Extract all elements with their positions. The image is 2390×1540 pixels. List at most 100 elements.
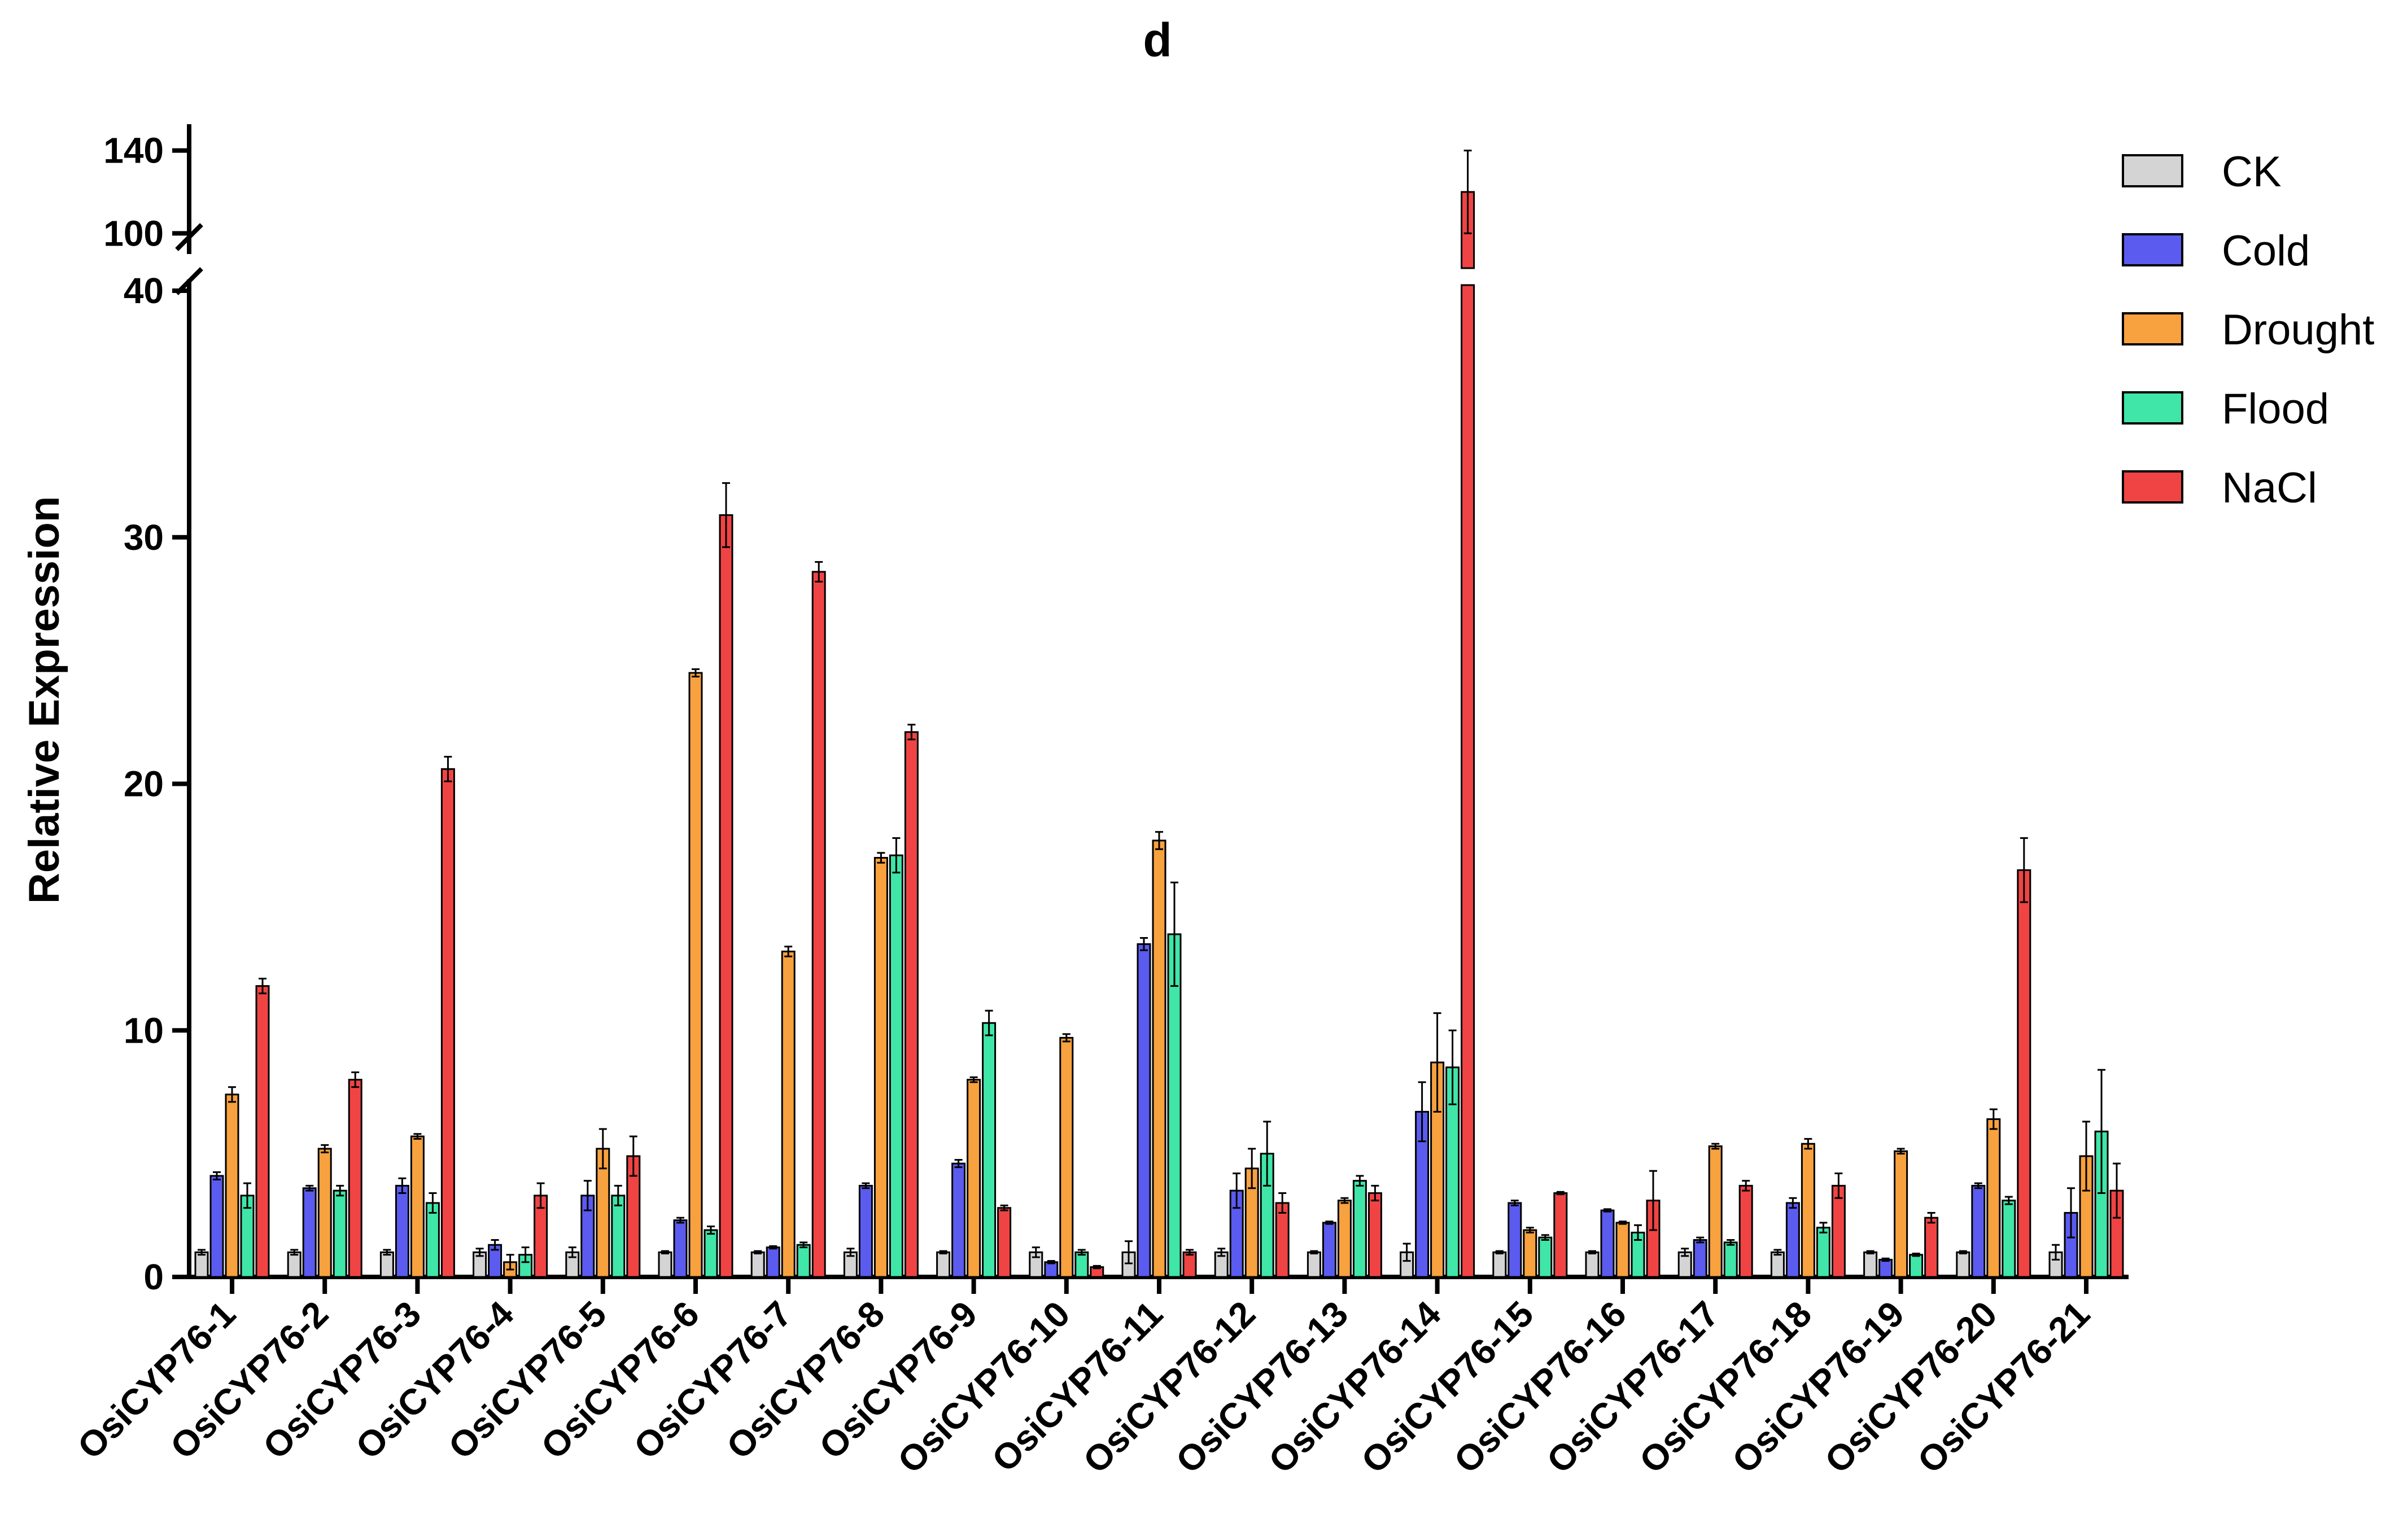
bar (904, 731, 919, 1278)
bar (719, 514, 733, 1278)
bar (704, 1229, 718, 1278)
bar (194, 1251, 209, 1278)
bar (1074, 1251, 1089, 1278)
bar (781, 950, 796, 1278)
legend-label: NaCl (2222, 464, 2317, 512)
bar (1831, 1184, 1846, 1278)
bar (1738, 1184, 1753, 1278)
bar (2002, 1200, 2016, 1278)
chart-title: d (1143, 14, 1172, 67)
bar (1152, 839, 1166, 1278)
bar (1352, 1180, 1367, 1278)
legend-swatch (2122, 312, 2183, 345)
y-tick-label: 0 (143, 1257, 164, 1297)
bar (1863, 1251, 1878, 1278)
bar (936, 1251, 951, 1278)
bar (967, 1079, 981, 1278)
axis-break-mark-upper (175, 223, 203, 251)
axes: 0 10 20 30 40 100 140 (103, 124, 2129, 1297)
x-axis-categories: OsiCYP76-1OsiCYP76-2OsiCYP76-3OsiCYP76-4… (69, 1293, 2097, 1481)
bar (1044, 1261, 1059, 1278)
bar (1322, 1222, 1336, 1278)
y-tick-label: 100 (103, 213, 164, 253)
bar (1924, 1217, 1939, 1278)
bar (255, 985, 270, 1278)
bar (1137, 943, 1151, 1278)
bar (379, 1251, 394, 1278)
bar (1956, 1251, 1970, 1278)
bar (1770, 1251, 1785, 1278)
legend: CK Cold Drought Flood NaCl (2122, 148, 2374, 512)
y-tick-label: 30 (124, 517, 164, 558)
legend-label: Cold (2222, 227, 2310, 275)
bar (209, 1175, 224, 1278)
bar (1878, 1258, 1893, 1278)
bar (440, 768, 455, 1278)
bar (796, 1244, 811, 1278)
bar (1708, 1145, 1723, 1278)
legend-swatch (2122, 391, 2183, 425)
bar (982, 1022, 997, 1278)
bar (2017, 869, 2031, 1278)
bar (1816, 1227, 1830, 1278)
bar (333, 1189, 347, 1278)
bar (951, 1162, 966, 1278)
bar (348, 1079, 362, 1278)
legend-swatch (2122, 470, 2183, 504)
y-tick-label: 40 (124, 270, 164, 311)
legend-label: Flood (2222, 385, 2329, 433)
bar (395, 1184, 409, 1278)
bar (287, 1251, 302, 1278)
bar (1538, 1236, 1553, 1278)
bar (1523, 1229, 1537, 1278)
bars (194, 150, 2124, 1278)
legend-swatch (2122, 233, 2183, 266)
bar (1307, 1251, 1321, 1278)
y-tick-label: 10 (124, 1010, 164, 1051)
bar (425, 1202, 440, 1278)
bar (811, 571, 826, 1278)
bar (1182, 1251, 1197, 1278)
bar (317, 1148, 332, 1278)
bar (1508, 1202, 1522, 1278)
bar (1600, 1209, 1615, 1278)
x-tick-label: OsiCYP76-1 (69, 1293, 243, 1467)
bar (766, 1246, 780, 1278)
bar (410, 1135, 425, 1278)
legend-swatch (2122, 154, 2183, 187)
bar (673, 1219, 688, 1278)
y-tick-label: 20 (124, 764, 164, 804)
bar (225, 1093, 239, 1278)
bar (1492, 1251, 1507, 1278)
bar (873, 857, 888, 1278)
bar (1785, 1202, 1800, 1278)
bar (1337, 1200, 1352, 1278)
bar (1585, 1251, 1600, 1278)
y-tick-label: 140 (103, 130, 164, 171)
bar (858, 1184, 873, 1278)
bar (1367, 1192, 1382, 1278)
legend-label: CK (2222, 148, 2282, 196)
bar (1909, 1254, 1924, 1278)
bar (688, 672, 703, 1278)
bar (611, 1195, 626, 1278)
bar (658, 1251, 672, 1278)
bar (1693, 1239, 1707, 1278)
y-axis-label: Relative Expression (20, 496, 68, 904)
bar (1275, 1202, 1290, 1278)
bar (1801, 1143, 1815, 1278)
bar (750, 1251, 765, 1278)
bar (1059, 1036, 1074, 1278)
bar (1894, 1150, 1908, 1278)
bar (302, 1187, 317, 1278)
bar (997, 1207, 1012, 1278)
bar (889, 854, 903, 1278)
bar (1553, 1192, 1568, 1278)
legend-label: Drought (2222, 306, 2374, 354)
bar (1986, 1118, 2001, 1278)
bar (1971, 1184, 1986, 1278)
bar (1723, 1241, 1738, 1278)
bar (1615, 1222, 1630, 1278)
